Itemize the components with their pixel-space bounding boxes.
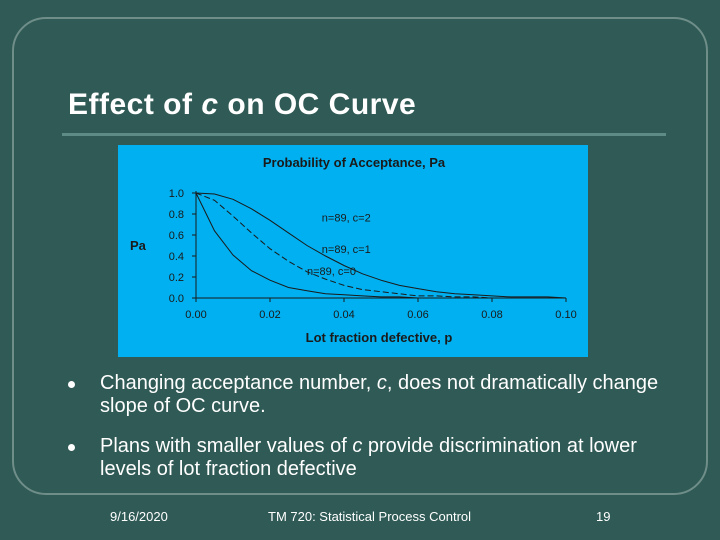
bullet-text-post: , does not dramatically change slope of … bbox=[100, 372, 659, 417]
title-variable: c bbox=[201, 88, 219, 121]
x-tick-label: 0.00 bbox=[185, 309, 206, 321]
x-tick-label: 0.10 bbox=[555, 309, 576, 321]
series-line bbox=[195, 192, 566, 299]
slide-frame bbox=[12, 17, 708, 495]
x-tick-label: 0.06 bbox=[407, 309, 428, 321]
y-tick-label: 0.2 bbox=[169, 272, 184, 284]
bullet-text-pre: Changing acceptance number, bbox=[100, 372, 377, 394]
series-line bbox=[195, 192, 567, 299]
series-label: n=89, c=2 bbox=[322, 212, 371, 224]
bullet-item: Changing acceptance number, c, does not … bbox=[68, 372, 688, 418]
y-tick-label: 0.6 bbox=[169, 230, 184, 242]
y-tick-label: 0.0 bbox=[169, 293, 184, 305]
chart-plot-area: 0.00 0.02 0.04 0.06 0.08 0.10 0.0 0.2 0.4 0.6 0.8 1… bbox=[169, 188, 577, 321]
series-label: n=89, c=0 bbox=[307, 266, 356, 278]
series-label: n=89, c=1 bbox=[322, 244, 371, 256]
footer-course: TM 720: Statistical Process Control bbox=[268, 509, 472, 524]
oc-curve-chart: Probability of Acceptance, Pa Pa Lot fra… bbox=[118, 145, 588, 357]
bullet-icon bbox=[68, 381, 75, 388]
chart-title: Probability of Acceptance, Pa bbox=[263, 155, 446, 170]
bullet-text-var: c bbox=[376, 372, 387, 394]
bullet-item: Plans with smaller values of c provide d… bbox=[68, 435, 688, 481]
y-tick-label: 1.0 bbox=[169, 188, 184, 200]
chart-svg: Probability of Acceptance, Pa Pa Lot fra… bbox=[130, 155, 577, 345]
bullet-list: Changing acceptance number, c, does not … bbox=[68, 372, 688, 498]
title-suffix: on OC Curve bbox=[218, 88, 417, 121]
y-tick-label: 0.4 bbox=[169, 251, 184, 263]
x-tick-label: 0.02 bbox=[259, 309, 280, 321]
footer-page-number: 19 bbox=[596, 509, 611, 524]
x-axis-label: Lot fraction defective, p bbox=[306, 330, 453, 345]
x-tick-label: 0.04 bbox=[333, 309, 354, 321]
footer-date: 9/16/2020 bbox=[110, 509, 168, 524]
y-axis-label: Pa bbox=[130, 238, 147, 253]
title-divider bbox=[62, 133, 666, 136]
bullet-text-post: provide discrimination at lower levels o… bbox=[100, 435, 637, 480]
bullet-text-var: c bbox=[352, 435, 363, 457]
title-prefix: Effect of bbox=[68, 88, 202, 121]
x-tick-label: 0.08 bbox=[481, 309, 502, 321]
bullet-text-pre: Plans with smaller values of bbox=[100, 435, 353, 457]
page-title: Effect of c on OC Curve bbox=[68, 88, 416, 122]
bullet-icon bbox=[68, 444, 75, 451]
y-tick-label: 0.8 bbox=[169, 209, 184, 221]
